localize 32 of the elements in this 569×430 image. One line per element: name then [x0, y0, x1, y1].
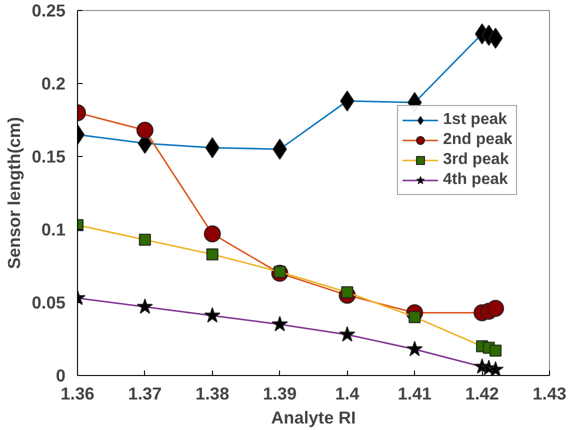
x-tick-label: 1.37 — [128, 384, 162, 404]
y-tick-label: 0.1 — [41, 220, 66, 240]
point — [136, 298, 154, 314]
legend-label: 4th peak — [443, 171, 508, 189]
y-tick-label: 0.2 — [41, 74, 66, 94]
x-tick-label: 1.43 — [532, 384, 567, 404]
point — [138, 234, 151, 246]
point — [204, 307, 220, 323]
y-axis-title: Sensor length(cm) — [4, 116, 24, 270]
y-tick-label: 0.25 — [32, 0, 66, 20]
x-tick-label: 1.39 — [262, 384, 297, 404]
x-tick-label: 1.41 — [398, 384, 432, 404]
point — [406, 340, 423, 356]
point — [490, 344, 502, 357]
legend-label: 3rd peak — [443, 151, 509, 169]
y-tick-label: 0.05 — [32, 292, 66, 312]
x-tick-label: 1.38 — [195, 384, 230, 404]
legend-label: 2nd peak — [443, 131, 512, 149]
y-tick-label: 0 — [56, 366, 66, 386]
point — [487, 361, 504, 376]
point — [487, 300, 504, 317]
legend-label: 1st peak — [443, 111, 508, 129]
point — [206, 248, 218, 260]
x-tick-label: 1.36 — [60, 384, 95, 404]
point — [339, 326, 356, 342]
y-tick-label: 0.15 — [32, 146, 66, 166]
x-tick-label: 1.4 — [335, 384, 360, 404]
point — [204, 225, 221, 242]
x-axis-title: Analyte RI — [271, 408, 356, 428]
point — [272, 316, 288, 332]
x-tick-label: 1.42 — [465, 384, 499, 404]
point — [136, 122, 154, 139]
